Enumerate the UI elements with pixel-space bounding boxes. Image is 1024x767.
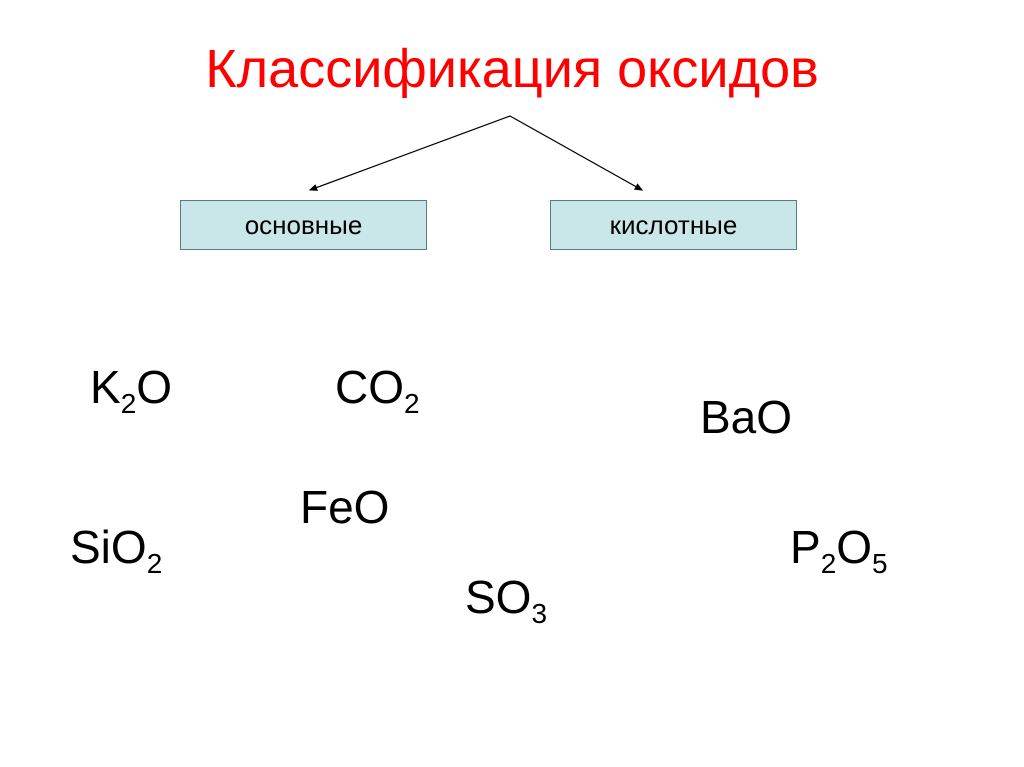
formula-sio2: SiO2 [70,520,162,574]
category-basic: основные [180,200,427,250]
category-acidic: кислотные [550,200,797,250]
arrow-left [310,116,510,190]
formula-k2o: K2O [90,360,172,414]
formula-p2o5: P2O5 [790,520,888,574]
formula-so3: SO3 [465,570,547,624]
formula-co2: CO2 [335,360,420,414]
formula-bao: BaO [700,390,792,444]
diagram-title: Классификация оксидов [0,38,1024,100]
arrow-right [510,116,642,190]
formula-feo: FeO [300,480,389,534]
